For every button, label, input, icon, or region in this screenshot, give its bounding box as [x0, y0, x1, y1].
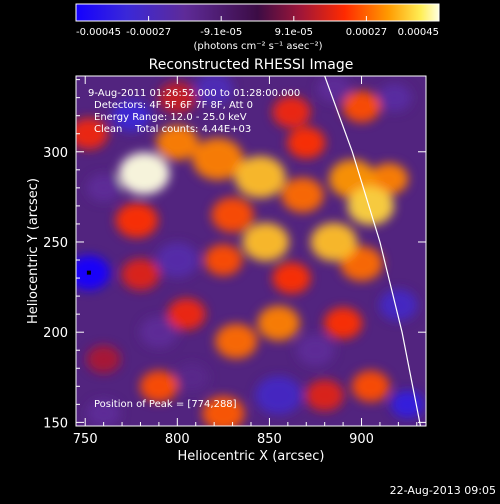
chart-title: Reconstructed RHESSI Image — [149, 57, 354, 73]
intensity-blobs — [76, 76, 425, 426]
solar-limb-arc — [324, 76, 422, 426]
negative-blob — [379, 289, 418, 321]
minimum-dot — [86, 270, 91, 275]
plot-area: 750 800 850 900 150 200 250 300 9-Aug-2011 01:2… — [43, 75, 427, 447]
negative-blob — [86, 399, 121, 426]
colorbar-tick-label: 0.00045 — [398, 27, 439, 38]
colorbar-tick-label: -9.1e-05 — [200, 27, 242, 38]
emission-blob — [281, 177, 324, 213]
emission-blob — [121, 258, 160, 291]
emission-blob — [204, 244, 243, 276]
emission-blob — [234, 156, 286, 199]
x-tick-label: 850 — [257, 432, 282, 447]
emission-blob — [115, 202, 158, 238]
negative-blob — [112, 99, 151, 132]
x-tick-label: 800 — [165, 432, 190, 447]
axis-ticks: 750 800 850 900 150 200 250 300 — [43, 76, 426, 447]
emission-blob — [139, 370, 178, 403]
emission-blob — [305, 379, 344, 412]
negative-blob — [139, 316, 178, 348]
colorbar-unit: (photons cm⁻² s⁻¹ asec⁻²) — [193, 41, 322, 52]
colorbar: -0.00045 -0.00027 -9.1e-05 9.1e-05 0.00027 0.… — [75, 3, 440, 52]
colorbar-ticks: -0.00045 -0.00027 -9.1e-05 9.1e-05 0.00027 0.… — [75, 16, 440, 38]
peak-marker — [86, 270, 91, 275]
emission-blob — [156, 125, 199, 161]
negative-blob — [255, 376, 302, 415]
y-tick-label: 250 — [43, 236, 68, 251]
emission-blob — [272, 262, 311, 294]
footer-timestamp: 22-Aug-2013 09:05 — [390, 484, 496, 497]
emission-blob — [76, 117, 108, 150]
emission-blob — [202, 395, 245, 426]
y-axis-label: Heliocentric Y (arcsec) — [26, 178, 41, 324]
emission-blob — [310, 222, 358, 262]
colorbar-tick-label: 9.1e-05 — [275, 27, 313, 38]
colorbar-tick-label: -0.00027 — [126, 27, 171, 38]
negative-blob — [195, 76, 234, 105]
colorbar-tick-label: 0.00027 — [346, 27, 387, 38]
emission-blob — [167, 298, 206, 330]
annotation-time-range: 9-Aug-2011 01:26:52.000 to 01:28:00.000 — [88, 88, 300, 99]
emission-blob — [370, 163, 409, 195]
emission-blob — [211, 197, 254, 233]
emission-blob — [192, 137, 244, 180]
y-tick-label: 150 — [43, 416, 68, 431]
negative-blob — [316, 76, 351, 103]
negative-blob — [175, 363, 209, 392]
x-tick-label: 900 — [349, 432, 374, 447]
heatmap-layer — [76, 76, 425, 426]
negative-blob — [86, 173, 121, 202]
emission-blob — [118, 152, 170, 195]
emission-blob — [351, 370, 390, 403]
emission-blob — [342, 90, 381, 123]
negative-blob — [296, 334, 335, 366]
emission-blob — [215, 323, 258, 359]
emission-blob — [272, 96, 311, 128]
x-tick-label: 750 — [73, 432, 98, 447]
emission-blob — [86, 345, 121, 374]
peak-position-label: Position of Peak = [774,288] — [94, 399, 237, 410]
negative-blob — [390, 390, 425, 419]
y-tick-label: 200 — [43, 326, 68, 341]
negative-blob — [156, 242, 199, 278]
colorbar-gradient — [75, 3, 440, 22]
emission-blob — [287, 127, 326, 159]
annotation-detectors: Detectors: 4F 5F 6F 7F 8F, Att 0 — [94, 100, 253, 111]
emission-blob — [158, 81, 197, 114]
annotation-clean-counts: Clean Total counts: 4.44E+03 — [94, 124, 251, 135]
y-tick-label: 300 — [43, 146, 68, 161]
emission-blob — [324, 307, 363, 339]
colorbar-tick-label: -0.00045 — [76, 27, 121, 38]
negative-blob — [76, 255, 111, 291]
negative-blob — [377, 83, 412, 112]
emission-blob — [257, 305, 300, 341]
annotation-energy-range: Energy Range: 12.0 - 25.0 keV — [94, 112, 247, 123]
emission-blob — [347, 186, 395, 226]
emission-blob — [242, 222, 290, 262]
x-axis-label: Heliocentric X (arcsec) — [178, 449, 325, 464]
